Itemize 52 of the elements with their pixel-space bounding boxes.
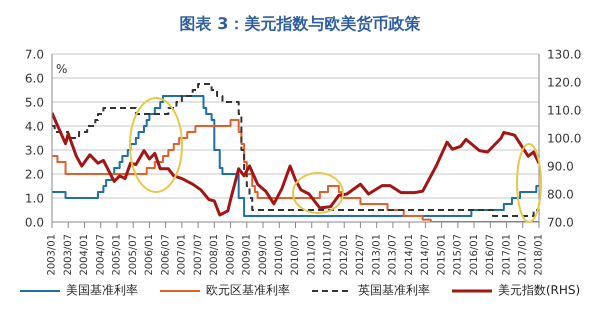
x-tick-label: 2009/07 [258,234,269,276]
x-tick-label: 2018/01 [534,234,545,276]
x-tick-label: 2010/07 [290,234,302,276]
legend-label: 美元指数(RHS) [498,282,580,299]
x-tick-label: 2004/07 [95,234,106,276]
y-tick-label: 5.0 [24,95,44,110]
x-tick-label: 2004/01 [79,234,90,276]
x-tick-label: 2012/07 [355,234,366,276]
legend-label: 英国基准利率 [358,282,430,299]
x-tick-label: 2014/07 [420,234,432,276]
y-tick-label: 0.0 [24,215,44,230]
y2-tick-label: 130.0 [547,47,582,62]
x-tick-label: 2016/01 [468,234,480,276]
x-tick-label: 2010/01 [274,234,285,276]
chart-title: 图表 3：美元指数与欧美货币政策 [178,14,422,35]
x-tick-label: 2015/01 [436,234,448,276]
x-tick-label: 2006/01 [144,234,156,276]
x-tick-label: 2017/01 [501,234,512,276]
x-tick-label: 2005/01 [112,234,123,276]
x-tick-label: 2016/07 [485,234,496,276]
x-tick-label: 2003/07 [62,234,74,276]
y2-tick-label: 110.0 [547,103,582,118]
x-tick-label: 2008/01 [209,234,220,276]
legend-label: 美国基准利率 [66,282,138,299]
x-tick-label: 2005/07 [128,234,139,276]
y2-tick-label: 80.0 [547,187,574,202]
y-tick-label: 7.0 [24,47,44,62]
y-tick-label: 3.0 [24,143,44,158]
x-tick-label: 2009/01 [242,234,253,276]
legend-label: 欧元区基准利率 [206,282,290,299]
y-tick-label: 6.0 [24,71,44,86]
x-tick-label: 2011/01 [306,234,318,276]
y-tick-label: 1.0 [24,191,44,206]
y-tick-label: 4.0 [24,119,44,134]
x-tick-label: 2003/01 [46,234,58,276]
x-tick-label: 2008/07 [225,234,236,276]
x-tick-label: 2007/07 [192,234,204,276]
x-tick-label: 2007/01 [176,234,188,276]
x-tick-label: 2011/07 [322,234,334,276]
y2-tick-label: 90.0 [547,159,574,174]
y2-tick-label: 100.0 [547,131,582,146]
x-tick-label: 2015/07 [452,234,464,276]
x-tick-label: 2013/07 [388,234,399,276]
x-tick-label: 2006/07 [160,234,172,276]
x-tick-label: 2014/01 [404,234,415,276]
x-tick-label: 2017/07 [518,234,528,276]
y2-tick-label: 70.0 [547,215,574,230]
x-tick-label: 2013/01 [371,234,382,276]
y2-tick-label: 120.0 [547,75,582,90]
x-tick-label: 2012/01 [338,234,350,276]
y-axis-title: % [56,62,68,76]
y-tick-label: 2.0 [24,167,44,182]
